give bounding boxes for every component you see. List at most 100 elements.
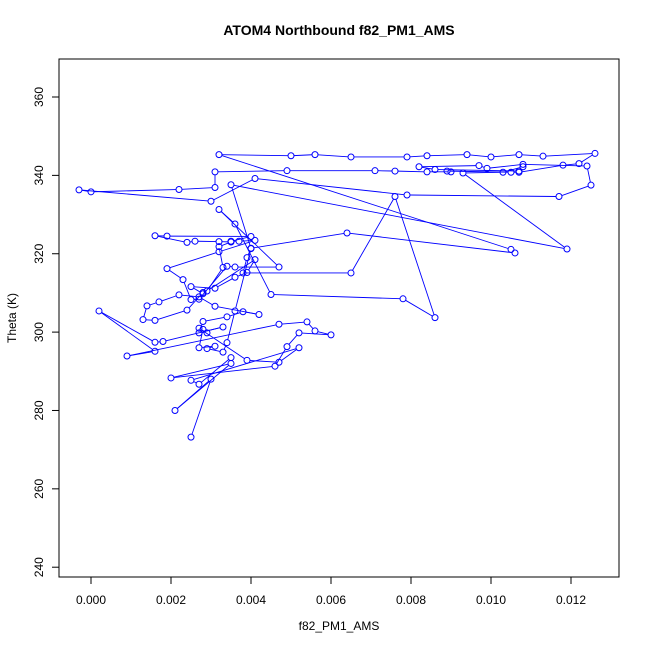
data-point (215, 151, 223, 159)
series-segment (220, 211, 234, 223)
series-segment (101, 312, 153, 350)
data-point (191, 237, 199, 245)
series-segment (200, 268, 226, 298)
data-point (151, 338, 159, 346)
y-tick-label: 240 (32, 557, 46, 577)
data-point (227, 237, 235, 245)
data-point (499, 168, 507, 176)
data-point (203, 345, 211, 353)
data-point (151, 347, 159, 355)
series-segment (157, 310, 185, 320)
series-segment (201, 359, 229, 383)
series-segment (469, 154, 489, 158)
series-segment (405, 299, 433, 317)
series-segment (253, 232, 345, 249)
series-segment (421, 165, 477, 168)
x-tick-label: 0.000 (76, 593, 106, 607)
series-segment (181, 294, 197, 297)
data-point (187, 376, 195, 384)
series-segment (188, 294, 202, 309)
data-point (167, 374, 175, 382)
series-segment (257, 178, 405, 196)
series-segment (209, 348, 221, 352)
data-point (587, 181, 595, 189)
x-tick-label: 0.012 (556, 593, 586, 607)
data-point (515, 151, 523, 159)
series-segment (429, 154, 465, 157)
series-segment (565, 163, 577, 166)
series-segment (101, 312, 153, 342)
series-segment (489, 164, 521, 169)
data-point (399, 295, 407, 303)
series-segment (493, 154, 517, 158)
data-point (303, 318, 311, 326)
series-segment (169, 269, 181, 279)
data-point (175, 291, 183, 299)
data-point (519, 163, 527, 171)
x-tick-label: 0.004 (236, 593, 266, 607)
data-point (187, 433, 195, 441)
series-segment (193, 287, 201, 293)
series-segment (129, 351, 153, 356)
data-point (415, 163, 423, 171)
data-point (219, 348, 227, 356)
data-point (231, 263, 239, 271)
series-segment (409, 194, 557, 197)
chart-title: ATOM4 Northbound f82_PM1_AMS (223, 22, 454, 38)
series-segment (581, 154, 593, 163)
series-segment (281, 349, 297, 361)
data-point (139, 316, 147, 324)
data-point (223, 262, 231, 270)
series-segment (157, 235, 185, 243)
data-point (223, 313, 231, 321)
data-point (239, 308, 247, 316)
series-segment (183, 282, 191, 297)
data-point (591, 149, 599, 157)
data-point (287, 152, 295, 160)
data-point (283, 343, 291, 351)
data-point (215, 243, 223, 251)
series-segment (545, 153, 593, 157)
data-point (219, 263, 227, 271)
series-segment (395, 199, 435, 315)
data-point (267, 290, 275, 298)
series-segment (191, 381, 211, 435)
series-segment (173, 363, 229, 378)
series-segment (437, 169, 517, 172)
series-segment (276, 348, 286, 364)
series-segment (293, 154, 313, 157)
series-segment (217, 170, 285, 173)
data-point (215, 238, 223, 246)
data-point (163, 232, 171, 240)
data-point (187, 283, 195, 291)
x-tick-label: 0.002 (156, 593, 186, 607)
data-point (235, 237, 243, 245)
series-segment (221, 242, 229, 247)
data-point (123, 352, 131, 360)
data-point (207, 197, 215, 205)
data-point (583, 162, 591, 170)
series-segment (217, 306, 257, 315)
series-segment (243, 260, 247, 271)
data-point (75, 186, 83, 194)
data-point (243, 269, 251, 277)
data-point (199, 325, 207, 333)
series-segment (231, 187, 251, 246)
data-point (195, 329, 203, 337)
data-point (155, 298, 163, 306)
series-segment (273, 294, 401, 300)
series-segment (397, 170, 425, 173)
data-point (231, 220, 239, 228)
data-point (171, 406, 179, 414)
data-point (215, 248, 223, 256)
x-tick-label: 0.010 (476, 593, 506, 607)
series-segment (217, 278, 233, 288)
data-point (275, 358, 283, 366)
series-segment (201, 297, 213, 306)
series-segment (93, 189, 177, 193)
data-point (203, 287, 211, 295)
data-point (423, 152, 431, 160)
data-point (519, 160, 527, 168)
data-point (195, 295, 203, 303)
data-point (243, 254, 251, 262)
